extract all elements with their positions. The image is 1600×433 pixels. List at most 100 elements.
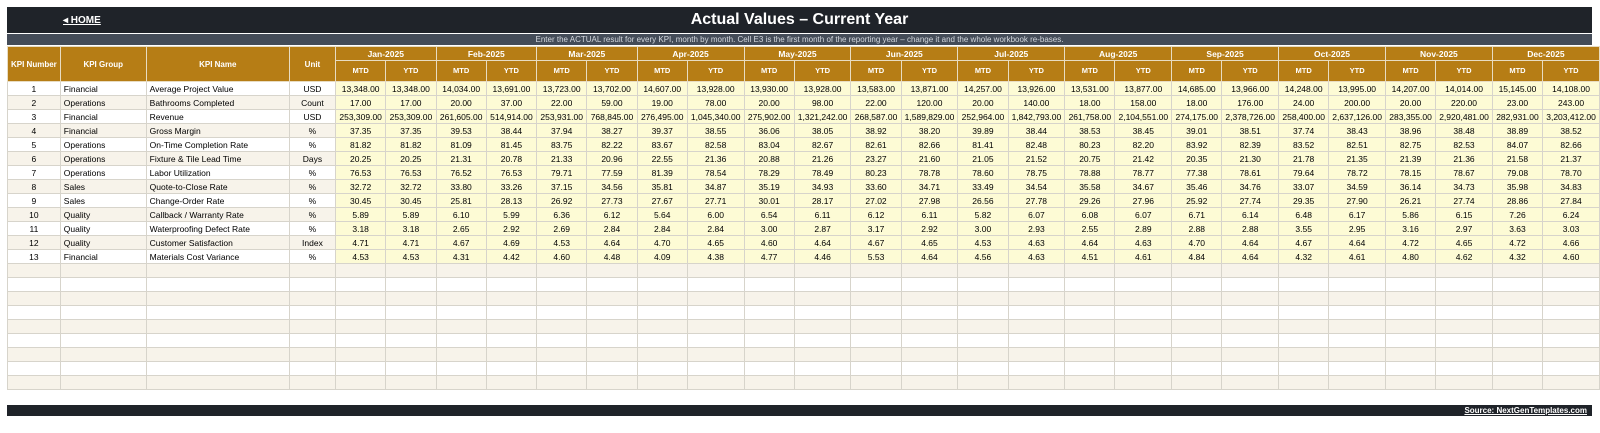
mtd-value-cell[interactable]: 77.38 bbox=[1171, 165, 1223, 180]
mtd-value-cell[interactable]: 81.82 bbox=[334, 137, 387, 152]
mtd-value-cell[interactable]: 274,175.00 bbox=[1171, 109, 1223, 124]
empty-cell[interactable] bbox=[743, 319, 795, 334]
mtd-value-cell[interactable]: 3.55 bbox=[1278, 221, 1330, 236]
empty-cell[interactable] bbox=[1542, 333, 1600, 348]
mtd-value-cell[interactable]: 4.67 bbox=[1278, 235, 1330, 250]
empty-cell[interactable] bbox=[850, 361, 902, 376]
empty-cell[interactable] bbox=[1114, 277, 1173, 292]
ytd-value-cell[interactable]: 38.20 bbox=[900, 123, 959, 138]
empty-cell[interactable] bbox=[743, 375, 795, 390]
empty-cell[interactable] bbox=[536, 347, 588, 362]
ytd-value-cell[interactable]: 1,321,242.00 bbox=[793, 109, 852, 124]
mtd-value-cell[interactable]: 39.89 bbox=[957, 123, 1009, 138]
mtd-value-cell[interactable]: 14,207.00 bbox=[1384, 81, 1437, 96]
empty-cell[interactable] bbox=[1328, 319, 1386, 334]
ytd-value-cell[interactable]: 78.77 bbox=[1114, 165, 1173, 180]
ytd-value-cell[interactable]: 20.96 bbox=[586, 151, 638, 166]
mtd-value-cell[interactable]: 14,248.00 bbox=[1278, 81, 1330, 96]
empty-cell[interactable] bbox=[793, 333, 852, 348]
mtd-value-cell[interactable]: 3.63 bbox=[1491, 221, 1544, 236]
ytd-value-cell[interactable]: 27.74 bbox=[1435, 193, 1493, 208]
ytd-value-cell[interactable]: 6.00 bbox=[686, 207, 745, 222]
empty-cell[interactable] bbox=[485, 319, 538, 334]
empty-cell[interactable] bbox=[1278, 291, 1330, 306]
ytd-value-cell[interactable]: 82.51 bbox=[1328, 137, 1386, 152]
empty-cell[interactable] bbox=[957, 291, 1009, 306]
mtd-value-cell[interactable]: 78.15 bbox=[1384, 165, 1437, 180]
ytd-value-cell[interactable]: 82.58 bbox=[686, 137, 745, 152]
mtd-value-cell[interactable]: 21.78 bbox=[1278, 151, 1330, 166]
ytd-value-cell[interactable]: 14,014.00 bbox=[1435, 81, 1493, 96]
ytd-value-cell[interactable]: 20.78 bbox=[485, 151, 538, 166]
mtd-value-cell[interactable]: 29.35 bbox=[1278, 193, 1330, 208]
empty-cell[interactable] bbox=[536, 305, 588, 320]
mtd-value-cell[interactable]: 3.00 bbox=[957, 221, 1009, 236]
empty-cell[interactable] bbox=[1384, 375, 1437, 390]
empty-cell[interactable] bbox=[1542, 263, 1600, 278]
empty-cell[interactable] bbox=[1328, 375, 1386, 390]
ytd-value-cell[interactable]: 21.36 bbox=[686, 151, 745, 166]
mtd-value-cell[interactable]: 3.17 bbox=[850, 221, 902, 236]
mtd-value-cell[interactable]: 21.31 bbox=[435, 151, 487, 166]
mtd-value-cell[interactable]: 4.72 bbox=[1384, 235, 1437, 250]
empty-cell[interactable] bbox=[1435, 291, 1493, 306]
mtd-value-cell[interactable]: 37.35 bbox=[334, 123, 387, 138]
empty-cell[interactable] bbox=[1064, 305, 1116, 320]
mtd-value-cell[interactable]: 21.39 bbox=[1384, 151, 1437, 166]
ytd-value-cell[interactable]: 38.44 bbox=[485, 123, 538, 138]
empty-cell[interactable] bbox=[850, 375, 902, 390]
empty-cell[interactable] bbox=[586, 347, 638, 362]
empty-cell[interactable] bbox=[900, 361, 959, 376]
empty-cell[interactable] bbox=[957, 305, 1009, 320]
empty-cell[interactable] bbox=[1064, 277, 1116, 292]
empty-cell[interactable] bbox=[435, 277, 487, 292]
empty-cell[interactable] bbox=[385, 333, 437, 348]
empty-cell[interactable] bbox=[900, 277, 959, 292]
empty-cell[interactable] bbox=[1491, 291, 1544, 306]
ytd-value-cell[interactable]: 82.53 bbox=[1435, 137, 1493, 152]
mtd-value-cell[interactable]: 76.53 bbox=[334, 165, 387, 180]
ytd-value-cell[interactable]: 78.72 bbox=[1328, 165, 1386, 180]
empty-cell[interactable] bbox=[957, 263, 1009, 278]
mtd-value-cell[interactable]: 79.08 bbox=[1491, 165, 1544, 180]
empty-cell[interactable] bbox=[900, 375, 959, 390]
empty-cell[interactable] bbox=[586, 361, 638, 376]
mtd-value-cell[interactable]: 2.55 bbox=[1064, 221, 1116, 236]
mtd-value-cell[interactable]: 6.48 bbox=[1278, 207, 1330, 222]
empty-cell[interactable] bbox=[536, 319, 588, 334]
ytd-value-cell[interactable]: 6.07 bbox=[1114, 207, 1173, 222]
empty-cell[interactable] bbox=[1278, 375, 1330, 390]
empty-cell[interactable] bbox=[485, 361, 538, 376]
empty-cell[interactable] bbox=[1221, 291, 1280, 306]
empty-cell[interactable] bbox=[686, 277, 745, 292]
mtd-value-cell[interactable]: 26.92 bbox=[536, 193, 588, 208]
ytd-value-cell[interactable]: 82.66 bbox=[1542, 137, 1600, 152]
mtd-value-cell[interactable]: 83.92 bbox=[1171, 137, 1223, 152]
mtd-value-cell[interactable]: 82.61 bbox=[850, 137, 902, 152]
ytd-value-cell[interactable]: 82.39 bbox=[1221, 137, 1280, 152]
ytd-value-cell[interactable]: 27.73 bbox=[586, 193, 638, 208]
empty-cell[interactable] bbox=[743, 347, 795, 362]
mtd-value-cell[interactable]: 253,309.00 bbox=[334, 109, 387, 124]
ytd-value-cell[interactable]: 6.11 bbox=[900, 207, 959, 222]
ytd-value-cell[interactable]: 30.45 bbox=[385, 193, 437, 208]
ytd-value-cell[interactable]: 82.66 bbox=[900, 137, 959, 152]
ytd-value-cell[interactable]: 34.67 bbox=[1114, 179, 1173, 194]
empty-cell[interactable] bbox=[957, 361, 1009, 376]
empty-cell[interactable] bbox=[385, 375, 437, 390]
ytd-value-cell[interactable]: 34.54 bbox=[1007, 179, 1066, 194]
empty-cell[interactable] bbox=[957, 347, 1009, 362]
ytd-value-cell[interactable]: 200.00 bbox=[1328, 95, 1386, 110]
empty-cell[interactable] bbox=[1221, 375, 1280, 390]
ytd-value-cell[interactable]: 4.69 bbox=[485, 235, 538, 250]
ytd-value-cell[interactable]: 32.72 bbox=[385, 179, 437, 194]
empty-cell[interactable] bbox=[900, 319, 959, 334]
mtd-value-cell[interactable]: 33.60 bbox=[850, 179, 902, 194]
empty-cell[interactable] bbox=[1064, 291, 1116, 306]
mtd-value-cell[interactable]: 14,685.00 bbox=[1171, 81, 1223, 96]
empty-cell[interactable] bbox=[1278, 347, 1330, 362]
empty-cell[interactable] bbox=[900, 347, 959, 362]
empty-cell[interactable] bbox=[586, 333, 638, 348]
empty-cell[interactable] bbox=[743, 263, 795, 278]
mtd-value-cell[interactable]: 38.89 bbox=[1491, 123, 1544, 138]
